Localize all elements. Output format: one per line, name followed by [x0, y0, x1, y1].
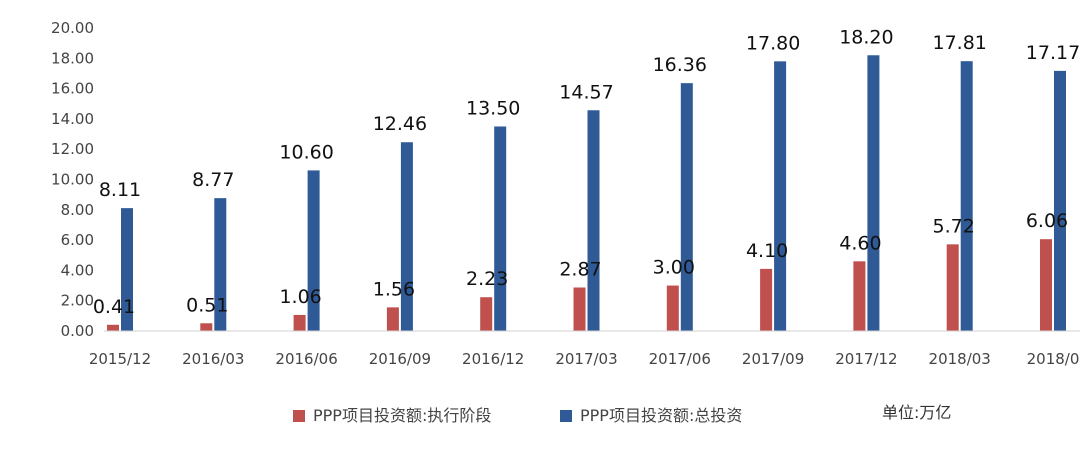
x-tick-label: 2017/12	[835, 350, 897, 368]
data-label-total: 17.17	[1026, 42, 1080, 64]
data-label-execution: 4.60	[839, 232, 881, 254]
x-tick-label: 2016/12	[462, 350, 524, 368]
bar-total	[587, 110, 600, 332]
y-tick-label: 12.00	[51, 140, 94, 158]
data-label-total: 17.80	[746, 32, 800, 54]
data-label-execution: 0.41	[93, 296, 135, 318]
bars	[107, 55, 1066, 332]
data-label-total: 14.57	[559, 81, 613, 103]
bar-total	[121, 208, 133, 331]
x-tick-label: 2016/03	[182, 350, 244, 368]
legend-label-execution: PPP项目投资额:执行阶段	[313, 406, 491, 425]
bar-total	[680, 83, 693, 332]
data-label-execution: 5.72	[933, 215, 975, 237]
data-label-total: 17.81	[932, 32, 986, 54]
legend-swatch-execution	[293, 410, 305, 422]
bar-execution	[853, 261, 866, 331]
bar-execution	[666, 285, 679, 331]
data-label-execution: 1.06	[279, 286, 321, 308]
bar-total	[960, 61, 973, 332]
data-label-total: 12.46	[373, 113, 427, 135]
data-label-execution: 4.10	[746, 240, 788, 262]
y-tick-label: 18.00	[51, 49, 94, 67]
x-tick-label: 2018/0	[1027, 350, 1080, 368]
bar-total	[307, 170, 320, 331]
bar-execution	[760, 268, 773, 331]
y-tick-label: 6.00	[61, 231, 94, 249]
data-label-total: 8.77	[192, 169, 234, 191]
y-tick-label: 2.00	[61, 292, 94, 310]
y-tick-label: 14.00	[51, 110, 94, 128]
data-label-total: 16.36	[653, 54, 707, 76]
x-tick-label: 2017/09	[742, 350, 804, 368]
unit-label: 单位:万亿	[882, 403, 951, 422]
bar-total	[774, 61, 787, 332]
data-label-total: 13.50	[466, 97, 520, 119]
y-axis: 0.00 2.00 4.00 6.00 8.00 10.00 12.00 14.00 16.00…	[51, 19, 94, 340]
bar-execution	[386, 307, 399, 331]
bar-execution	[293, 314, 306, 331]
x-axis: 2015/12 2016/03 2016/06 2016/09 2016/12 2017/…	[89, 330, 1080, 368]
x-tick-label: 2016/09	[369, 350, 431, 368]
bar-total	[1054, 70, 1066, 331]
x-tick-label: 2018/03	[929, 350, 991, 368]
x-tick-label: 2015/12	[89, 350, 151, 368]
bar-execution	[1040, 239, 1052, 331]
bar-total	[214, 198, 227, 331]
y-tick-label: 8.00	[61, 201, 94, 219]
data-label-execution: 1.56	[373, 278, 415, 300]
bar-execution	[107, 324, 119, 331]
data-label-total: 8.11	[99, 179, 141, 201]
y-tick-label: 16.00	[51, 80, 94, 98]
y-tick-label: 4.00	[61, 261, 94, 279]
data-label-execution: 0.51	[186, 294, 228, 316]
data-label-total: 10.60	[279, 141, 333, 163]
data-labels: 8.11 0.41 8.77 0.51 10.60 1.06 12.46 1.56 13.50 2…	[93, 26, 1080, 318]
data-label-execution: 3.00	[653, 257, 695, 279]
data-label-execution: 2.23	[466, 268, 508, 290]
bar-total	[400, 142, 413, 331]
bar-execution	[573, 287, 586, 331]
data-label-execution: 2.87	[559, 259, 601, 281]
data-label-total: 18.20	[839, 26, 893, 48]
bar-execution	[480, 297, 493, 331]
data-label-execution: 6.06	[1026, 210, 1068, 232]
bar-total	[494, 126, 507, 331]
x-tick-label: 2016/06	[275, 350, 337, 368]
legend-label-total: PPP项目投资额:总投资	[580, 406, 742, 425]
y-tick-label: 10.00	[51, 171, 94, 189]
bar-total	[867, 55, 880, 332]
x-tick-label: 2017/06	[649, 350, 711, 368]
legend: PPP项目投资额:执行阶段 PPP项目投资额:总投资	[293, 406, 742, 425]
y-tick-label: 0.00	[61, 322, 94, 340]
y-tick-label: 20.00	[51, 19, 94, 37]
x-tick-label: 2017/03	[555, 350, 617, 368]
bar-execution	[946, 244, 959, 331]
legend-swatch-total	[560, 410, 572, 422]
bar-execution	[200, 323, 213, 331]
